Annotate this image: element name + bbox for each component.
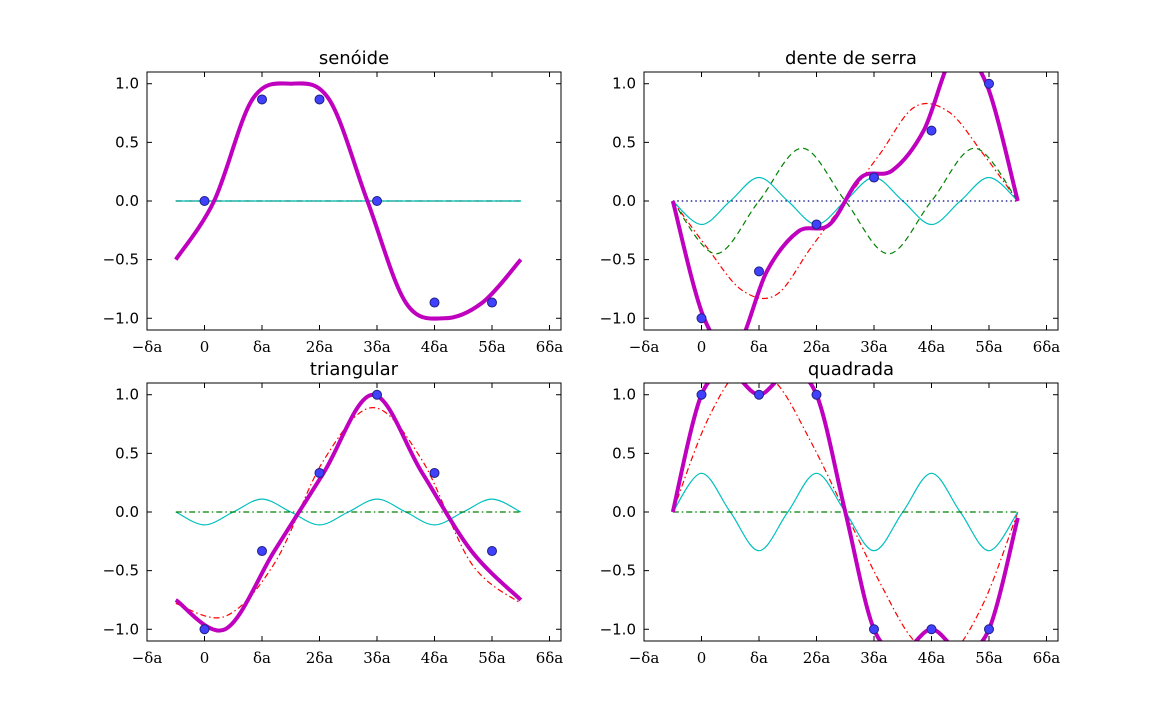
x-tick-label: 5δa [975,649,1003,667]
sample-point [429,467,440,478]
y-tick-label: 0.5 [115,133,139,151]
x-tick-label: 5δa [975,338,1003,356]
x-tick-label: 2δa [803,338,831,356]
x-tick-label: 6δa [536,649,564,667]
sample-point [869,624,879,635]
x-tick-label: 6δa [1033,338,1061,356]
x-tick-label: 0 [697,338,707,356]
y-tick-label: −1.0 [103,620,139,638]
sample-point [372,389,382,400]
harmonic-line [672,147,1019,255]
y-tick-label: −1.0 [600,309,636,327]
x-tick-label: −δa [629,338,660,356]
sample-point [926,624,937,635]
sample-point [926,125,937,136]
sample-point [487,297,497,308]
sample-point [314,94,325,105]
x-tick-label: 0 [697,649,707,667]
subplot-title: dente de serra [785,48,917,69]
y-tick-label: 0.0 [115,503,139,521]
x-tick-label: 2δa [306,649,334,667]
x-tick-label: 5δa [478,649,506,667]
sample-point [754,266,764,277]
y-tick-label: −0.5 [600,562,636,580]
sample-point [487,546,497,557]
y-tick-label: 1.0 [115,75,139,93]
subplot-3: triangular −1.0 −0.5 0.0 0.5 1.0 −δa 0 δa 2δa 3δa 4… [103,359,564,667]
signal-line [670,383,1020,641]
sample-point [984,624,994,635]
signal-line [174,81,523,321]
x-tick-label: 0 [200,338,210,356]
x-tick-label: 3δa [860,649,888,667]
sample-point [257,94,267,105]
sample-point [429,297,440,308]
signal-line [670,72,1020,330]
x-tick-label: δa [750,649,768,667]
y-tick-label: −0.5 [103,251,139,269]
x-tick-label: 5δa [478,338,506,356]
sample-point [869,172,879,183]
y-tick-label: 0.0 [612,192,636,210]
x-tick-label: 6δa [1033,649,1061,667]
x-tick-label: −δa [132,338,163,356]
subplot-4: quadrada −1.0 −0.5 0.0 0.5 1.0 −δa 0 δa 2δa 3δa 4δa… [600,359,1061,667]
sample-point [984,78,994,89]
y-tick-label: 1.0 [612,386,636,404]
x-tick-label: 3δa [860,338,888,356]
y-tick-label: 0.5 [612,444,636,462]
y-tick-label: 1.0 [612,75,636,93]
sample-point [257,546,267,557]
y-tick-label: 0.5 [115,444,139,462]
x-tick-label: −δa [132,649,163,667]
subplot-title: triangular [310,359,399,380]
x-tick-label: δa [253,649,271,667]
sample-point [696,389,707,400]
signal-line [174,392,523,633]
y-tick-label: −0.5 [600,251,636,269]
subplot-2: dente de serra −1.0 −0.5 0.0 0.5 1.0 −δa 0 δa 2δa… [600,48,1061,356]
sample-point [811,389,822,400]
x-tick-label: 0 [200,649,210,667]
y-tick-label: 0.0 [612,503,636,521]
y-tick-label: −1.0 [600,620,636,638]
y-tick-label: −0.5 [103,562,139,580]
x-tick-label: 6δa [536,338,564,356]
sample-point [811,219,822,230]
sample-point [199,196,210,206]
y-tick-label: 1.0 [115,386,139,404]
x-tick-label: 2δa [306,338,334,356]
x-tick-label: −δa [629,649,660,667]
x-tick-label: 4δa [918,338,946,356]
sample-point [314,467,325,478]
x-tick-label: δa [750,338,768,356]
subplot-1: senóide −1.0 −0.5 0.0 0.5 1.0 −δa 0 δa 2δa 3δa 4δa 5… [103,48,564,356]
sample-point [372,196,382,206]
x-tick-label: 4δa [421,649,449,667]
y-tick-label: 0.5 [612,133,636,151]
subplot-title: senóide [319,48,389,69]
x-tick-label: δa [253,338,271,356]
x-tick-label: 4δa [421,338,449,356]
sample-point [754,389,764,400]
y-tick-label: −1.0 [103,309,139,327]
subplot-title: quadrada [808,359,894,380]
harmonic-line [175,406,522,619]
sample-point [696,313,707,324]
sample-point [199,624,210,635]
x-tick-label: 3δa [363,649,391,667]
x-tick-label: 2δa [803,649,831,667]
x-tick-label: 4δa [918,649,946,667]
y-tick-label: 0.0 [115,192,139,210]
x-tick-label: 3δa [363,338,391,356]
